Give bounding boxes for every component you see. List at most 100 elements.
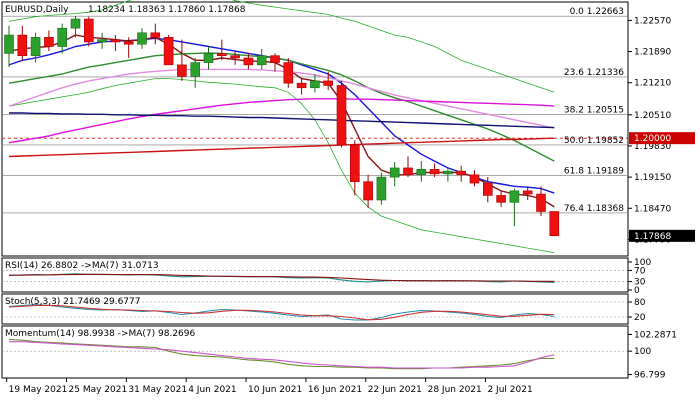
candle-body[interactable] bbox=[283, 62, 294, 84]
candle-body[interactable] bbox=[363, 181, 373, 201]
candle-body[interactable] bbox=[549, 211, 560, 237]
moving-average-violet bbox=[8, 68, 555, 129]
momentum-indicator bbox=[2, 338, 628, 370]
candle-body[interactable] bbox=[323, 80, 334, 86]
round-level-marker bbox=[629, 132, 695, 145]
candle-body[interactable] bbox=[137, 32, 147, 45]
momentum-series-line bbox=[8, 338, 555, 370]
bollinger-lower bbox=[8, 78, 555, 254]
fib-label: 50.0 1.19852 bbox=[564, 136, 624, 146]
candle-body[interactable] bbox=[123, 41, 134, 45]
candle-body[interactable] bbox=[270, 55, 280, 63]
rsi-tick-label: 100 bbox=[634, 258, 651, 268]
candle-body[interactable] bbox=[44, 37, 54, 47]
time-tick-label: 4 Jun 2021 bbox=[188, 385, 236, 395]
rsi-tick-label: 30 bbox=[634, 278, 646, 288]
momentum-panel-frame bbox=[1, 325, 629, 379]
candle-body[interactable] bbox=[310, 80, 320, 89]
price-tick-label: 1.18470 bbox=[634, 204, 671, 214]
candle-body[interactable] bbox=[429, 169, 440, 175]
candle-body[interactable] bbox=[163, 37, 174, 66]
time-tick-label: 2 Jul 2021 bbox=[487, 385, 532, 395]
bollinger-bands bbox=[8, 0, 555, 254]
stoch-indicator bbox=[2, 301, 628, 321]
candle-body[interactable] bbox=[256, 55, 267, 66]
candle-body[interactable] bbox=[84, 18, 94, 43]
candle-body[interactable] bbox=[97, 39, 107, 43]
symbol-title: EURUSD,Daily bbox=[5, 5, 69, 15]
candle-body[interactable] bbox=[376, 176, 387, 201]
momentum-title: Momentum(14) 98.9938 ->MA(7) 98.2696 bbox=[5, 329, 196, 339]
candle-body[interactable] bbox=[217, 53, 227, 56]
candle-body[interactable] bbox=[190, 62, 200, 77]
time-tick-label: 19 May 2021 bbox=[9, 385, 68, 395]
candle-body[interactable] bbox=[509, 190, 520, 203]
momentum-tick-label: 96.799 bbox=[634, 371, 666, 381]
fib-label: 23.6 1.21336 bbox=[564, 68, 624, 78]
candlesticks bbox=[4, 16, 560, 237]
moving-average-magenta bbox=[8, 98, 555, 144]
fib-label: 38.2 1.20515 bbox=[564, 106, 624, 116]
candle-body[interactable] bbox=[110, 39, 121, 43]
momentum-tick-label: 102.2871 bbox=[634, 330, 677, 340]
candle-body[interactable] bbox=[296, 82, 307, 89]
rsi-series-line bbox=[9, 273, 555, 282]
price-tick-label: 1.21210 bbox=[634, 79, 671, 89]
candle-body[interactable] bbox=[17, 34, 28, 56]
price-axis: 1.22570 1.21890 1.21210 1.20510 1.19830 1.191… bbox=[628, 16, 695, 245]
candle-body[interactable] bbox=[349, 144, 360, 182]
candle-body[interactable] bbox=[496, 195, 506, 203]
candle-body[interactable] bbox=[416, 169, 427, 176]
price-tick-label: 1.22570 bbox=[634, 16, 671, 26]
stoch-series-line bbox=[8, 303, 555, 321]
rsi-indicator bbox=[2, 270, 628, 283]
candle-body[interactable] bbox=[203, 53, 214, 63]
price-tick-label: 1.19150 bbox=[634, 173, 671, 183]
candle-body[interactable] bbox=[522, 190, 533, 195]
candle-body[interactable] bbox=[336, 85, 347, 146]
candle-body[interactable] bbox=[150, 32, 161, 38]
moving-average-navy bbox=[9, 112, 555, 129]
momentum-series-line bbox=[9, 341, 555, 369]
time-tick-label: 28 Jun 2021 bbox=[428, 385, 482, 395]
candle-body[interactable] bbox=[482, 182, 493, 196]
candle-body[interactable] bbox=[469, 174, 480, 184]
rsi-tick-label: 0 bbox=[634, 286, 640, 296]
candle-body[interactable] bbox=[536, 193, 546, 212]
stoch-title: Stoch(5,3,3) 21.7469 29.6777 bbox=[5, 297, 140, 307]
time-tick-label: 16 Jun 2021 bbox=[308, 385, 362, 395]
fib-levels: 0.0 1.22663 23.6 1.21336 38.2 1.20515 50.0 … bbox=[2, 7, 628, 214]
time-tick-label: 31 May 2021 bbox=[128, 385, 187, 395]
last-price-marker bbox=[629, 229, 695, 242]
ohlc-readout: 1.18234 1.18363 1.17860 1.17868 bbox=[88, 5, 246, 15]
round-level-label: 1.20000 bbox=[634, 134, 671, 144]
candle-body[interactable] bbox=[243, 57, 254, 66]
candle-body[interactable] bbox=[456, 170, 467, 176]
stoch-axis: 80 20 bbox=[628, 298, 646, 323]
candle-body[interactable] bbox=[230, 55, 240, 59]
candle-body[interactable] bbox=[30, 37, 41, 56]
last-price-label: 1.17868 bbox=[634, 232, 671, 242]
candle-body[interactable] bbox=[57, 27, 68, 47]
fib-label: 76.4 1.18368 bbox=[564, 204, 624, 214]
candle-body[interactable] bbox=[389, 167, 400, 178]
price-tick-label: 1.21890 bbox=[634, 48, 671, 58]
moving-average-green bbox=[8, 52, 555, 162]
momentum-tick-label: 100 bbox=[634, 347, 651, 357]
bollinger-upper bbox=[8, 0, 555, 93]
candle-body[interactable] bbox=[70, 18, 81, 29]
candle-body[interactable] bbox=[403, 167, 413, 176]
moving-average-red bbox=[8, 137, 555, 158]
fib-label: 0.0 1.22663 bbox=[570, 7, 624, 17]
candle-body[interactable] bbox=[177, 64, 187, 77]
rsi-title: RSI(14) 26.8802 ->MA(7) 31.0713 bbox=[5, 261, 159, 271]
time-axis: 19 May 2021 25 May 2021 31 May 2021 4 Jun 2… bbox=[6, 378, 533, 395]
momentum-axis: 102.2871 100 96.799 bbox=[628, 330, 677, 381]
time-tick-label: 22 Jun 2021 bbox=[368, 385, 422, 395]
candle-body[interactable] bbox=[4, 34, 14, 54]
price-tick-label: 1.20510 bbox=[634, 111, 671, 121]
stoch-tick-label: 20 bbox=[634, 313, 646, 323]
candle-body[interactable] bbox=[443, 170, 453, 175]
